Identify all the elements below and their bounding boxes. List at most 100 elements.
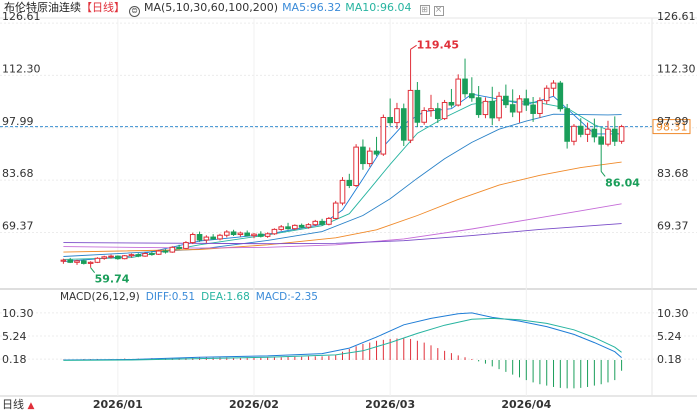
candle [142, 252, 148, 257]
candle-body [183, 242, 189, 249]
annotation-leader [410, 44, 417, 50]
candles[interactable] [60, 49, 625, 268]
candle [462, 58, 468, 98]
candle [598, 128, 604, 172]
candle [475, 86, 482, 118]
candle [271, 228, 278, 235]
candle-body [387, 116, 393, 124]
macd-tick-label-right: 0.18 [657, 353, 682, 366]
candle-body [142, 253, 148, 257]
macd-tick-label-right: 10.30 [657, 307, 689, 320]
candle [230, 229, 237, 236]
candle [115, 255, 121, 260]
chart-grid [0, 17, 697, 397]
macd-tick-label-right: 5.24 [657, 330, 682, 343]
candle-body [584, 128, 591, 135]
candle-body [516, 98, 523, 113]
macd-value: MACD:-2.35 [255, 291, 318, 303]
macd-panel: 10.30 10.30 5.24 5.24 0.18 0.18 [0, 307, 697, 389]
candle-body [305, 224, 312, 228]
candle-body [414, 89, 421, 123]
candle [326, 216, 332, 226]
candle-body [223, 231, 230, 236]
candle [482, 97, 489, 119]
candle-body [217, 234, 223, 240]
macd-dea: DEA:1.68 [201, 291, 250, 303]
candle [605, 120, 611, 147]
candle-body [149, 253, 155, 256]
candle-body [428, 108, 434, 112]
candle [285, 222, 291, 230]
candle [591, 118, 598, 143]
candle [366, 147, 373, 167]
date-tick-label: 2026/03 [365, 398, 415, 411]
macd-tick-label-left: 10.30 [2, 307, 34, 320]
candle-body [462, 78, 468, 95]
candle [319, 218, 325, 226]
ma-line-ma10 [63, 99, 622, 260]
price-tick-label-right: 112.30 [657, 62, 696, 75]
price-annotations: 119.45 59.74 86.04 [90, 38, 640, 286]
candle [60, 258, 67, 264]
candle-body [101, 256, 108, 259]
candle [380, 114, 387, 156]
caret-up-icon[interactable]: ▲ [27, 401, 35, 411]
candle-body [230, 231, 237, 236]
candle-body [537, 100, 543, 114]
macd-label: MACD(26,12,9) [60, 291, 140, 303]
price-tick-label-right: 83.68 [657, 167, 689, 180]
candle [264, 232, 271, 238]
candle [87, 261, 94, 268]
period-label[interactable]: 【日线】 [81, 1, 125, 14]
candle-body [169, 246, 176, 253]
candle [339, 177, 346, 206]
candle [611, 116, 618, 147]
macd-diff-line [63, 312, 622, 361]
candle [128, 253, 135, 258]
candle [162, 249, 169, 254]
candle-body [469, 93, 475, 99]
candle [210, 234, 216, 240]
gear-icon[interactable]: ⊜ [129, 6, 140, 17]
close-icon[interactable]: × [433, 5, 444, 16]
candle [618, 124, 625, 144]
candle [509, 89, 516, 118]
candle [584, 122, 591, 142]
candle [244, 230, 251, 237]
candle [332, 200, 339, 220]
macd-diff: DIFF:0.51 [145, 291, 196, 303]
candle-body [251, 233, 257, 237]
candle-body [326, 217, 332, 225]
annotation-high: 119.45 [417, 38, 459, 51]
settings-icon[interactable]: ⊞ [419, 5, 430, 15]
candle [489, 86, 496, 126]
candle [387, 98, 393, 126]
candle-body [115, 255, 121, 260]
candle-body [482, 100, 489, 116]
timeframe-label[interactable]: 日线 [2, 398, 24, 411]
candle-body [611, 128, 618, 142]
candle [217, 233, 223, 241]
candle-body [509, 104, 516, 113]
macd-header: MACD(26,12,9) DIFF:0.51 DEA:1.68 MACD:-2.35 [60, 290, 324, 304]
price-tick-label-left: 83.68 [2, 167, 34, 180]
timeframe-selector[interactable]: 日线 ▲ [2, 398, 34, 413]
current-price-label: 98.31 [656, 121, 688, 134]
candle-body [237, 232, 244, 236]
candle [503, 84, 509, 108]
candle-body [380, 116, 387, 155]
current-price-tag [652, 119, 691, 135]
candle-body [319, 220, 325, 225]
candle-body [346, 179, 353, 187]
candle-body [557, 82, 564, 110]
candle [81, 259, 87, 265]
candle [237, 231, 244, 237]
candle [155, 249, 162, 256]
candle-body [421, 110, 428, 123]
candle [108, 254, 114, 259]
candle-body [257, 233, 264, 237]
date-tick-label: 2026/04 [501, 398, 551, 411]
candle-body [210, 236, 216, 240]
candle [183, 241, 189, 250]
